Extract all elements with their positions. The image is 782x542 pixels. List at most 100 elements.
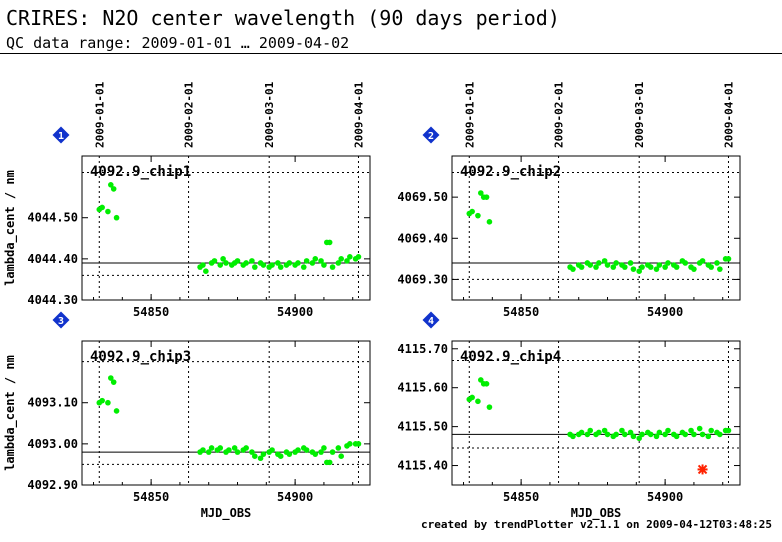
data-point (475, 398, 481, 405)
outlier-stroke (697, 464, 708, 475)
data-point (99, 397, 105, 404)
data-point (717, 266, 723, 272)
data-point (610, 264, 617, 270)
panel-title: 4092.9_chip1 (90, 164, 191, 180)
data-point (691, 431, 697, 438)
data-point (275, 260, 281, 266)
data-point (220, 256, 226, 262)
data-point (249, 449, 255, 455)
y-tick-label: 4044.30 (27, 293, 78, 307)
data-point (656, 262, 663, 268)
data-point (300, 264, 307, 270)
x-axis-label: MJD_OBS (201, 506, 252, 521)
data-point (584, 431, 591, 438)
data-point (217, 262, 224, 268)
data-point (596, 429, 602, 436)
data-point (326, 459, 333, 466)
data-point (486, 404, 493, 410)
plot-frame (81, 340, 371, 486)
page-title: CRIRES: N2O center wavelength (90 days p… (6, 6, 560, 30)
chart-panel-1: 4044.30 4044.40 4044.50 54850 54900 2009-01-0… (3, 81, 371, 319)
data-point (578, 429, 585, 436)
data-point (486, 219, 493, 225)
title-divider (0, 53, 782, 54)
data-point (226, 447, 232, 453)
data-point (335, 260, 342, 266)
data-point (295, 260, 301, 266)
y-axis-label: lambda_cent / nm (3, 170, 18, 286)
data-point (252, 453, 258, 460)
data-point (269, 262, 275, 268)
y-tick-label: 4069.30 (397, 272, 448, 286)
data-point (309, 260, 316, 266)
y-tick-label: 4115.70 (397, 342, 448, 356)
data-point (260, 262, 267, 268)
data-point (200, 262, 206, 268)
data-point (593, 264, 599, 270)
footer-credit: created by trendPlotter v2.1.1 on 2009-0… (421, 518, 772, 531)
x-tick-label: 54850 (503, 305, 539, 319)
data-point (200, 447, 206, 453)
data-point (205, 449, 212, 455)
panel-badge-number: 3 (58, 316, 64, 327)
data-point (286, 451, 293, 457)
data-point (99, 204, 105, 211)
y-tick-label: 4093.00 (27, 437, 78, 451)
data-point (113, 408, 120, 414)
data-point (587, 262, 594, 268)
data-point (647, 431, 654, 438)
data-point (483, 194, 490, 200)
panel-badge-number: 2 (428, 131, 434, 142)
x-tick-label: 54900 (647, 490, 683, 504)
data-point (570, 433, 576, 440)
page-subtitle: QC data range: 2009-01-01 … 2009-04-02 (6, 34, 350, 52)
data-point (578, 264, 585, 270)
data-point (326, 239, 333, 246)
data-point (570, 266, 576, 272)
data-point (688, 427, 694, 434)
data-point (662, 431, 668, 438)
y-tick-label: 4092.90 (27, 478, 78, 492)
y-tick-label: 4069.40 (397, 231, 448, 245)
data-point (622, 264, 628, 270)
data-point (601, 258, 608, 264)
x-tick-label: 54900 (277, 490, 313, 504)
plot-frame (81, 155, 371, 301)
data-point (647, 264, 654, 270)
y-tick-label: 4115.50 (397, 420, 448, 434)
data-point (613, 260, 619, 266)
data-point (475, 212, 481, 219)
data-point (587, 427, 594, 434)
date-label: 2009-04-01 (352, 81, 365, 148)
data-point (630, 433, 637, 440)
data-point (696, 425, 703, 432)
data-point (604, 431, 611, 438)
date-label: 2009-01-01 (93, 81, 106, 148)
data-point (105, 399, 111, 406)
data-point (469, 208, 475, 215)
panel-title: 4092.9_chip2 (460, 164, 561, 180)
panel-title: 4092.9_chip4 (460, 349, 561, 365)
data-point (691, 266, 697, 272)
data-point (286, 260, 293, 266)
date-label: 2009-03-01 (263, 81, 276, 148)
data-point (699, 258, 706, 264)
date-label: 2009-03-01 (633, 81, 646, 148)
data-point (347, 253, 353, 260)
data-point (601, 427, 608, 434)
panel-badge-icon (422, 126, 440, 144)
data-point (303, 258, 310, 264)
data-point (243, 445, 249, 451)
data-point (596, 260, 602, 266)
data-point (318, 449, 324, 455)
data-point (223, 260, 229, 266)
outlier-point (697, 464, 708, 475)
y-axis-label: lambda_cent / nm (3, 355, 18, 471)
chart-panel-2: 4069.30 4069.40 4069.50 54850 54900 2009-01-0… (397, 81, 741, 319)
data-point (249, 258, 255, 264)
data-point (113, 214, 120, 221)
data-point (312, 451, 319, 457)
x-axis-label: MJD_OBS (571, 506, 622, 521)
data-point (338, 453, 345, 460)
